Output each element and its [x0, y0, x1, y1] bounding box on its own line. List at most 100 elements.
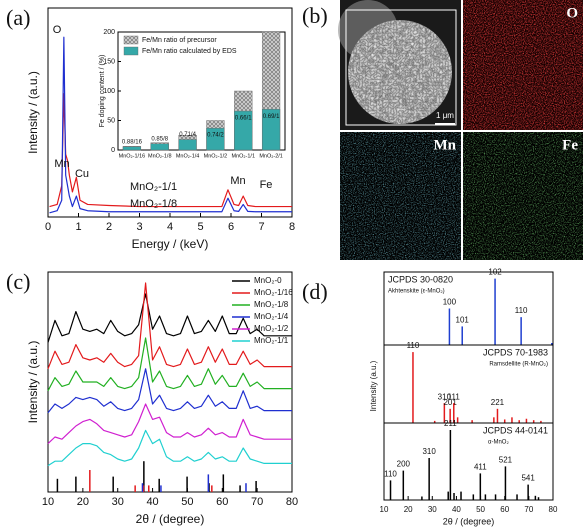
panel-label: (d): [302, 279, 328, 304]
peak-label: 310: [438, 392, 452, 401]
peak-label: 201: [443, 398, 457, 407]
legend-swatch: [123, 35, 139, 45]
plot-frame: [383, 422, 554, 501]
line-series: [49, 36, 292, 214]
y-axis-label: Intensity / (a.u.): [26, 341, 40, 424]
annotation: O: [53, 24, 62, 36]
x-tick-label: MnO₂-1/16: [119, 153, 146, 159]
x-tick-label: 10: [42, 496, 54, 508]
x-axis-label: Energy / (keV): [132, 237, 209, 251]
sem-sphere: [348, 20, 452, 124]
x-tick-label: 60: [500, 505, 509, 514]
mn-map-signal: [340, 132, 461, 260]
x-tick-label: 40: [146, 496, 158, 508]
o-map-signal: [463, 0, 583, 130]
line-series: [47, 337, 292, 392]
value-label: 0.71/4: [179, 132, 196, 138]
line-series: [47, 282, 292, 370]
y-tick-label: 100: [103, 88, 115, 95]
x-tick-label: 5: [197, 221, 203, 233]
inset-background: [118, 32, 285, 150]
legend-label: MnO₂-1/4: [254, 312, 289, 321]
panel-label: (a): [6, 5, 30, 30]
panel-label: (b): [302, 3, 328, 28]
map-label: O: [566, 5, 578, 21]
line-series: [47, 293, 292, 343]
x-tick-label: 20: [77, 496, 89, 508]
series-label: MnO₂-1/1: [130, 181, 177, 193]
x-tick-label: MnO₂-1/8: [148, 153, 172, 159]
x-tick-label: 6: [228, 221, 234, 233]
annotation: Mn: [230, 175, 245, 187]
x-axis-label: 2θ / (degree): [136, 512, 205, 526]
peak-label: 221: [491, 398, 505, 407]
x-tick-label: MnO₂-1/1: [231, 153, 255, 159]
legend-label: MnO₂-1/8: [254, 300, 289, 309]
x-tick-label: 80: [286, 496, 298, 508]
x-tick-label: 30: [112, 496, 124, 508]
legend-label: MnO₂-1/1: [254, 336, 289, 345]
annotation: Fe: [260, 179, 273, 191]
y-axis-label: Intensity (a.u.): [369, 360, 378, 411]
line-series: [47, 429, 292, 467]
y-tick-label: 50: [107, 117, 115, 124]
sem-frame: [345, 9, 457, 126]
x-tick-label: 7: [258, 221, 264, 233]
x-tick-label: 20: [404, 505, 413, 514]
reference-title: JCPDS 70-1983: [483, 347, 548, 357]
reference-title: JCPDS 44-0141: [483, 425, 548, 435]
line-series: [47, 368, 292, 414]
peak-label: 310: [422, 447, 436, 456]
value-label: 0.85/8: [151, 136, 168, 142]
bar: [122, 146, 142, 151]
y-tick-label: 200: [103, 29, 115, 36]
peak-label: 110: [384, 470, 397, 479]
y-axis-label: Fe doping content / (%): [99, 55, 106, 128]
reference-subtitle: Ramsdellite (R-MnO₂): [489, 362, 548, 368]
x-tick-label: 2: [106, 221, 112, 233]
peak-label: 111: [448, 392, 461, 401]
legend-label: MnO₂-0: [254, 276, 282, 285]
legend-label: Fe/Mn ratio of precursor: [142, 37, 217, 44]
x-tick-label: MnO₂-2/1: [259, 153, 283, 159]
x-tick-label: 70: [251, 496, 263, 508]
peak-label: 100: [443, 298, 457, 307]
map-label: Fe: [562, 137, 578, 153]
x-tick-label: 10: [380, 505, 389, 514]
bar: [206, 127, 225, 151]
y-tick-label: 150: [103, 58, 115, 65]
series-label: MnO₂-1/8: [130, 198, 177, 210]
x-tick-label: 50: [476, 505, 485, 514]
legend-label: MnO₂-1/16: [254, 288, 293, 297]
x-tick-label: 30: [428, 505, 437, 514]
legend-label: Fe/Mn ratio calculated by EDS: [142, 48, 237, 55]
x-tick-label: 4: [167, 221, 173, 233]
peak-label: 110: [515, 306, 528, 315]
peak-label: 200: [397, 460, 411, 469]
bar: [150, 143, 169, 151]
x-tick-label: 70: [524, 505, 533, 514]
bar: [234, 110, 253, 151]
plot-frame: [47, 271, 293, 493]
x-tick-label: 40: [452, 505, 461, 514]
peak-label: 101: [456, 316, 470, 325]
peak-label: 102: [488, 268, 502, 277]
legend-label: MnO₂-1/2: [254, 324, 289, 333]
x-tick-label: 3: [136, 221, 142, 233]
panel-label: (c): [6, 269, 30, 294]
map-label: Mn: [434, 137, 457, 153]
value-label: 0.69/1: [263, 114, 280, 120]
peak-label: 411: [474, 463, 487, 472]
bar: [178, 139, 197, 151]
line-series: [47, 403, 292, 445]
value-label: 0.66/1: [235, 116, 252, 122]
x-tick-label: 1: [75, 221, 81, 233]
y-axis-label: Intensity / (a.u.): [26, 71, 40, 154]
reference-title: JCPDS 30-0820: [388, 274, 453, 284]
y-tick-label: 0: [111, 147, 115, 154]
peak-label: 521: [499, 456, 513, 465]
x-tick-label: 60: [216, 496, 228, 508]
x-tick-label: MnO₂-1/2: [204, 153, 228, 159]
value-label: 0.74/2: [207, 133, 224, 139]
